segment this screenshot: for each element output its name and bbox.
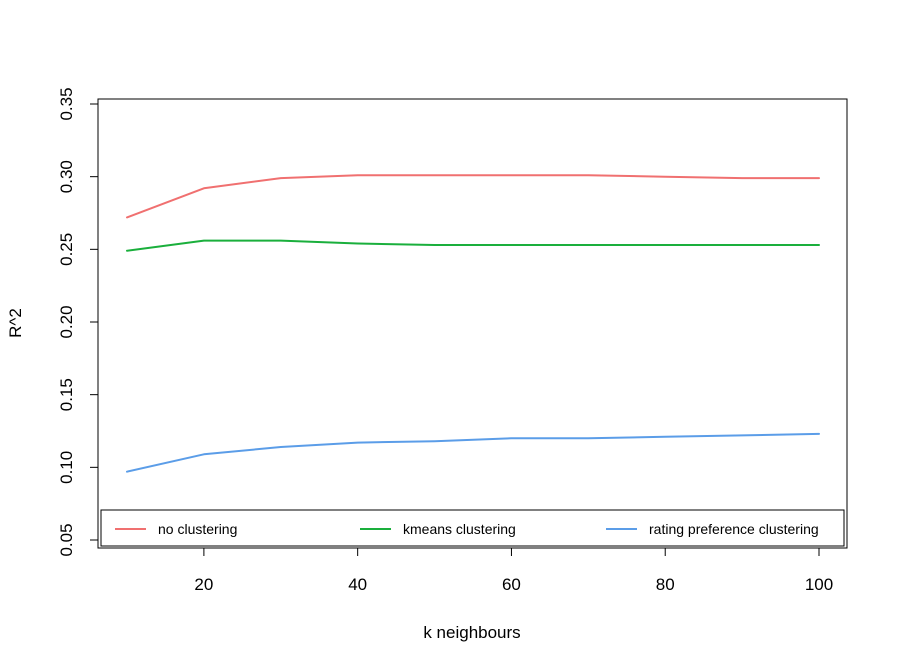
y-tick-label: 0.25 [57, 233, 76, 266]
plot-frame [97, 98, 848, 549]
x-axis-title: k neighbours [423, 623, 520, 642]
x-tick-label: 100 [805, 575, 833, 594]
x-tick-label: 20 [194, 575, 213, 594]
y-tick-label: 0.35 [57, 87, 76, 120]
x-tick-label: 40 [348, 575, 367, 594]
y-tick-label: 0.10 [57, 451, 76, 484]
legend-label-kmeans-clustering: kmeans clustering [403, 521, 516, 537]
x-tick-label: 60 [502, 575, 521, 594]
series-line-rating-preference-clustering [126, 432, 820, 473]
series-line-no-clustering [126, 174, 820, 219]
legend: no clustering kmeans clustering rating p… [100, 509, 845, 547]
y-tick-label: 0.20 [57, 305, 76, 338]
legend-label-no-clustering: no clustering [158, 521, 237, 537]
y-tick-label: 0.05 [57, 523, 76, 556]
series-line-kmeans-clustering [126, 239, 820, 252]
x-tick-label: 80 [656, 575, 675, 594]
legend-label-rating-preference-clustering: rating preference clustering [649, 521, 819, 537]
y-axis-title: R^2 [6, 308, 25, 338]
legend-box [100, 509, 845, 547]
y-tick-label: 0.15 [57, 378, 76, 411]
x-axis: 20 40 60 80 100 [194, 547, 833, 594]
series-layer [126, 174, 820, 473]
y-axis: 0.05 0.10 0.15 0.20 0.25 0.30 0.35 [57, 87, 99, 557]
y-tick-label: 0.30 [57, 160, 76, 193]
